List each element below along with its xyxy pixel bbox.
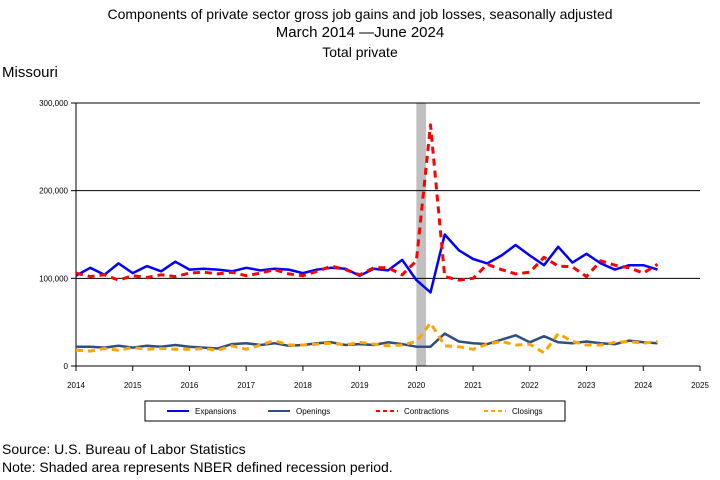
legend-label-expansions: Expansions (195, 407, 236, 416)
source-note: Source: U.S. Bureau of Labor Statistics (2, 441, 246, 457)
x-tick-label: 2018 (294, 381, 312, 390)
job-flows-chart: 0 100,000 200,000 300,000 2014 2015 2016 2017 20… (39, 99, 709, 422)
chart-date-range: March 2014 —June 2024 (275, 24, 445, 41)
legend-box (144, 400, 566, 422)
x-tick-label: 2016 (181, 381, 199, 390)
chart-subtitle: Total private (322, 44, 398, 60)
x-tick-label: 2024 (634, 381, 652, 390)
series-line-closings (75, 321, 658, 355)
legend-label-contractions: Contractions (404, 407, 449, 416)
recession-band (416, 103, 427, 366)
x-tick-label: 2022 (521, 381, 539, 390)
x-tick-label: 2014 (67, 381, 85, 390)
x-tick-label: 2019 (351, 381, 369, 390)
series-line-expansions (75, 233, 658, 294)
x-tick-label: 2023 (578, 381, 596, 390)
x-tick-label: 2015 (124, 381, 142, 390)
series-line-openings (76, 332, 658, 350)
legend-label-openings: Openings (296, 407, 330, 416)
legend: Expansions Openings Contractions Closings (144, 400, 566, 422)
x-tick-label: 2021 (464, 381, 482, 390)
recession-note: Note: Shaded area represents NBER define… (2, 459, 393, 475)
y-tick-label: 200,000 (39, 187, 68, 196)
series-line-contractions (75, 123, 659, 282)
legend-label-closings: Closings (512, 407, 543, 416)
y-tick-label: 0 (64, 362, 69, 371)
x-tick-label: 2025 (691, 381, 709, 390)
x-tick-label: 2017 (237, 381, 255, 390)
y-tick-label: 100,000 (39, 274, 68, 283)
x-tick-label: 2020 (407, 381, 425, 390)
region-label: Missouri (2, 64, 58, 81)
chart-title: Components of private sector gross job g… (107, 6, 613, 22)
y-tick-label: 300,000 (39, 99, 68, 108)
